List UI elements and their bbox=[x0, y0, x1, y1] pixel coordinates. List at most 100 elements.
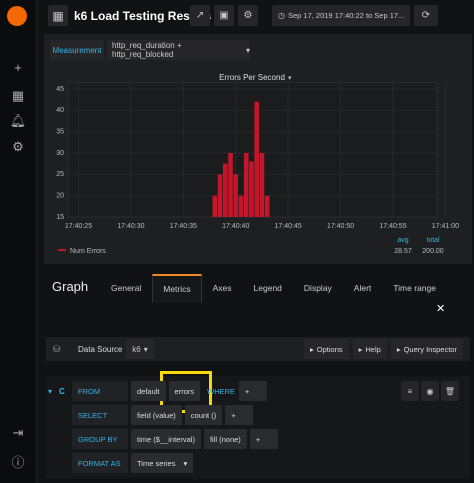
datasource-select[interactable]: k6 ▾ bbox=[126, 339, 154, 359]
db-icon: ⛁ bbox=[53, 344, 61, 354]
tab[interactable]: Display bbox=[303, 283, 332, 293]
x-tick-label: 17:40:50 bbox=[327, 223, 354, 230]
part-text: count () bbox=[190, 410, 217, 420]
x-tick-label: 17:40:25 bbox=[65, 223, 92, 230]
time-range: Sep 17, 2019 17:40:22 to Sep 17... bbox=[287, 11, 405, 20]
add-button[interactable]: + bbox=[225, 405, 254, 425]
button-label: Options bbox=[316, 344, 343, 354]
add-button[interactable]: + bbox=[249, 429, 278, 449]
query-parts: field (value) count () + bbox=[131, 405, 256, 425]
dashboard-icon[interactable]: ▦ bbox=[48, 5, 68, 26]
delete-button[interactable]: 🗑︎ bbox=[441, 381, 459, 401]
y-tick-label: 15 bbox=[56, 214, 64, 221]
query-part[interactable]: fill (none) bbox=[203, 429, 247, 449]
save-button[interactable]: ▣ bbox=[214, 5, 234, 26]
caret: ▾ bbox=[183, 458, 188, 468]
share-button[interactable]: ↗ bbox=[190, 5, 210, 26]
y-tick-label: 45 bbox=[56, 86, 64, 93]
settings-button[interactable]: ⚙︎ bbox=[238, 5, 258, 26]
ds-button[interactable]: ▸ Query Inspector bbox=[390, 339, 463, 359]
tab[interactable]: Axes bbox=[212, 283, 232, 293]
caret: ▾ bbox=[143, 344, 148, 354]
tab[interactable]: Alert bbox=[353, 283, 372, 293]
part-text: field (value) bbox=[137, 410, 176, 420]
query-part[interactable]: errors bbox=[168, 381, 201, 401]
datasource-buttons: ▸ Options ▸ Help ▸ Query Inspector bbox=[300, 339, 463, 359]
menu-button[interactable]: ≡ bbox=[401, 381, 419, 401]
bar bbox=[233, 174, 239, 217]
legend-stat-value: 200.00 bbox=[422, 248, 444, 255]
add-button[interactable]: + bbox=[239, 381, 268, 401]
dashboards-icon[interactable]: ▦ bbox=[11, 88, 25, 103]
tab[interactable]: Legend bbox=[253, 283, 282, 293]
query-parts: time ($__interval) fill (none) + bbox=[131, 429, 281, 449]
query-label: SELECT bbox=[72, 405, 128, 425]
y-tick-label: 20 bbox=[56, 193, 64, 200]
part-text: errors bbox=[174, 386, 195, 396]
button-label: Help bbox=[365, 344, 381, 354]
x-tick-label: 17:40:55 bbox=[379, 223, 406, 230]
query-part[interactable]: field (value) bbox=[131, 405, 182, 425]
query-part[interactable]: count () bbox=[184, 405, 223, 425]
create-icon[interactable]: + bbox=[14, 60, 22, 75]
y-tick-label: 40 bbox=[56, 107, 64, 114]
measurement-label: Measurement bbox=[50, 40, 104, 60]
refresh-button[interactable]: ⟳ bbox=[414, 5, 438, 26]
query-collapse[interactable]: ▾ bbox=[48, 387, 53, 396]
toggle-button[interactable]: ◉ bbox=[421, 381, 439, 401]
part-text: Time series bbox=[137, 458, 176, 468]
legend-stat-value: 28.57 bbox=[394, 248, 412, 255]
bar bbox=[249, 161, 254, 217]
caret: ▾ bbox=[245, 45, 250, 55]
query-part[interactable]: default bbox=[131, 381, 166, 401]
query-part[interactable]: time ($__interval) bbox=[131, 429, 201, 449]
bar bbox=[222, 163, 228, 217]
tab[interactable]: Time range bbox=[393, 283, 436, 293]
dashboard-title[interactable]: k6 Load Testing Results bbox=[74, 9, 212, 23]
button-label: Query Inspector bbox=[403, 344, 457, 354]
config-icon[interactable]: ⚙︎ bbox=[12, 139, 24, 154]
query-part[interactable]: Time series ▾ bbox=[131, 453, 194, 473]
chart: Errors Per Second ▾ 15 20 25 30 35 40 45 17:40:… bbox=[56, 73, 459, 255]
bar bbox=[243, 153, 249, 217]
x-tick-label: 17:40:45 bbox=[275, 223, 302, 230]
signin-icon[interactable]: ⇥ bbox=[12, 425, 24, 440]
close-button[interactable]: ✕ bbox=[436, 303, 446, 315]
grafana-logo[interactable] bbox=[7, 6, 27, 26]
help-icon[interactable]: ⓘ bbox=[11, 455, 25, 470]
bar bbox=[259, 153, 265, 217]
chart-title[interactable]: Errors Per Second bbox=[219, 73, 285, 82]
query-label: FROM bbox=[72, 381, 128, 401]
x-tick-label: 17:40:30 bbox=[117, 223, 144, 230]
y-tick-label: 25 bbox=[56, 171, 64, 178]
ds-button[interactable]: ▸ Options bbox=[304, 339, 349, 359]
title-caret: ▾ bbox=[288, 75, 292, 82]
caret: ▸ bbox=[310, 344, 314, 354]
alerting-icon[interactable]: 🔔︎ bbox=[9, 113, 27, 128]
query-ref: C bbox=[59, 387, 65, 396]
measurement-value: http_req_duration + http_req_blocked bbox=[112, 41, 182, 59]
part-text: fill (none) bbox=[209, 434, 241, 444]
caret: ▸ bbox=[358, 344, 363, 354]
legend-swatch bbox=[58, 249, 66, 251]
query-parts: default errors WHERE + bbox=[131, 381, 270, 401]
editor-tabs: General Metrics Axes Legend Display Alert Time… bbox=[100, 274, 447, 303]
ds-button[interactable]: ▸ Help bbox=[352, 339, 387, 359]
y-tick-label: 35 bbox=[56, 129, 64, 136]
query-parts: Time series ▾ bbox=[131, 453, 196, 473]
tab[interactable]: Metrics bbox=[152, 274, 202, 303]
measurement-select[interactable]: http_req_duration + http_req_blocked ▾ bbox=[107, 40, 250, 60]
legend-label: Num Errors bbox=[70, 248, 106, 255]
caret: ▸ bbox=[396, 344, 401, 354]
sidebar: + ▦ 🔔︎ ⚙︎ ⇥ ⓘ bbox=[0, 0, 37, 483]
datasource-label: Data Source bbox=[78, 345, 123, 354]
query-label: FORMAT AS bbox=[72, 453, 128, 473]
tab[interactable]: General bbox=[111, 283, 142, 293]
clock-icon: ◷ bbox=[278, 11, 285, 20]
x-tick-label: 17:41:00 bbox=[432, 223, 459, 230]
time-picker[interactable]: ◷ Sep 17, 2019 17:40:22 to Sep 17... bbox=[272, 5, 410, 26]
editor-title: Graph bbox=[52, 279, 89, 294]
bar bbox=[254, 101, 259, 217]
bar bbox=[238, 195, 244, 217]
